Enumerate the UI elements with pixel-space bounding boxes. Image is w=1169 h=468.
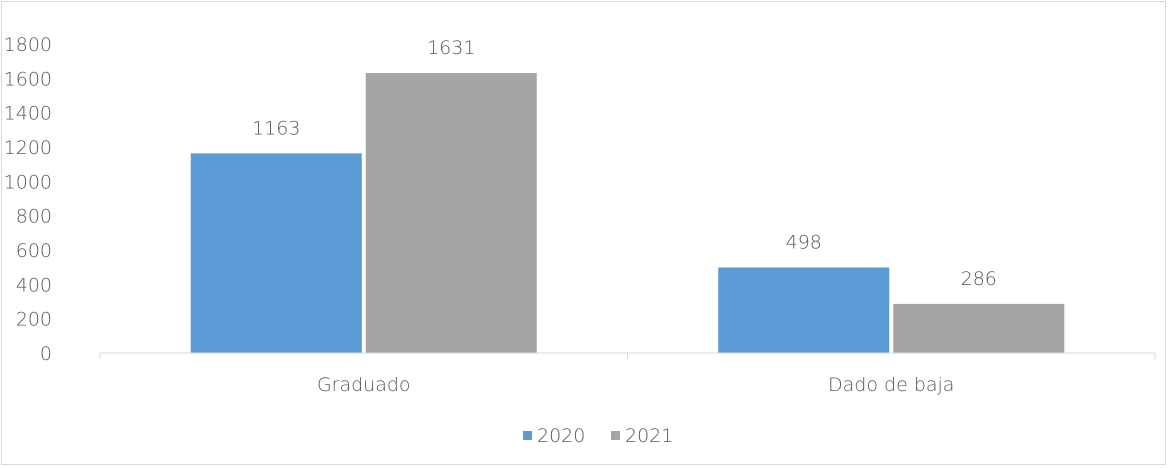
legend-label-2021: 2021 — [625, 425, 673, 447]
data-label-2021-1: 286 — [961, 268, 997, 290]
y-tick-label: 200 — [16, 309, 52, 331]
y-tick-label: 400 — [16, 274, 52, 296]
data-label-2020-1: 498 — [786, 232, 822, 254]
data-label-2021-0: 1631 — [427, 37, 475, 59]
y-tick-label: 1600 — [4, 68, 52, 90]
y-tick-label: 600 — [16, 240, 52, 262]
data-labels: 1163 1631 498 286 — [252, 37, 997, 290]
y-tick-label: 1200 — [4, 137, 52, 159]
category-label: Graduado — [317, 374, 411, 396]
data-label-2020-0: 1163 — [252, 117, 300, 139]
legend-swatch-2021 — [611, 431, 620, 440]
y-tick-label: 1800 — [4, 34, 52, 56]
legend-label-2020: 2020 — [537, 425, 585, 447]
y-tick-label: 800 — [16, 206, 52, 228]
y-tick-label: 0 — [40, 343, 52, 365]
bar-2020-1 — [718, 267, 890, 353]
legend-swatch-2020 — [523, 431, 532, 440]
y-tick-label: 1000 — [4, 171, 52, 193]
bar-2021-1 — [893, 303, 1065, 353]
x-axis: Graduado Dado de baja — [99, 352, 1156, 396]
category-label: Dado de baja — [828, 374, 954, 396]
bar-2021-0 — [365, 73, 537, 354]
y-axis-ticks: 0 200 400 600 800 1000 1200 1400 1600 1800 — [4, 34, 52, 365]
bars — [190, 73, 1065, 354]
bar-2020-0 — [190, 153, 362, 353]
legend: 2020 2021 — [523, 425, 673, 447]
y-tick-label: 1400 — [4, 103, 52, 125]
